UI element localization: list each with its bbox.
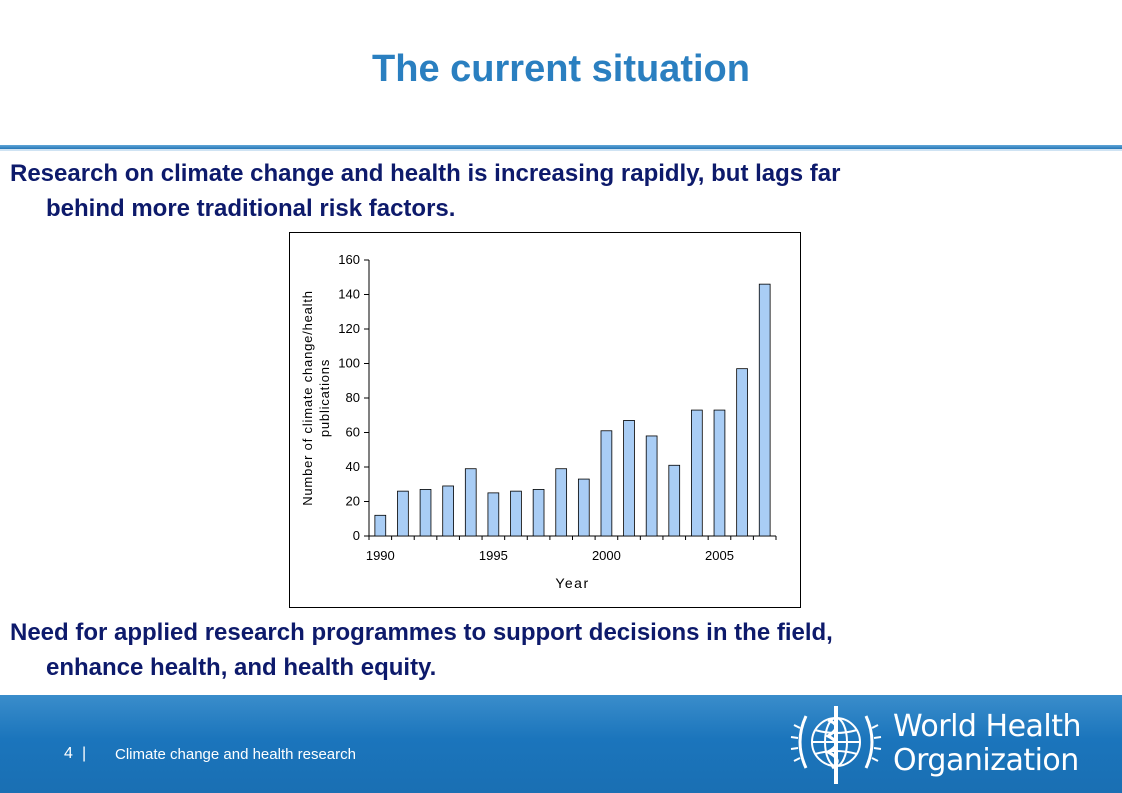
page-separator: | xyxy=(82,745,87,762)
page-number: 4 xyxy=(64,745,73,762)
bar-1994 xyxy=(464,468,477,537)
bar-2001 xyxy=(623,420,635,537)
y-tick-label: 120 xyxy=(338,321,360,336)
bar-2006 xyxy=(736,368,748,537)
y-tick-label: 140 xyxy=(338,287,360,302)
y-axis-title: Number of climate change/health publicati… xyxy=(300,290,332,506)
x-tick-label: 2005 xyxy=(705,548,734,563)
bar-2007 xyxy=(758,283,771,537)
bullet-applied-research: Need for applied research programmes to … xyxy=(10,615,1100,685)
bar-1999 xyxy=(577,478,590,537)
bullet-2-line-1: Need for applied research programmes to … xyxy=(10,619,833,646)
slide-title: The current situation xyxy=(372,48,750,90)
bar-2002 xyxy=(645,435,658,537)
y-tick-label: 60 xyxy=(346,425,360,440)
bar-1993 xyxy=(442,485,454,537)
publications-chart: 0 20 40 60 80 100 120 140 160 1990 1995 2000 2005 Yea… xyxy=(289,232,801,608)
bar-1998 xyxy=(555,468,568,537)
x-tick-label: 1990 xyxy=(366,548,395,563)
title-divider xyxy=(0,145,1122,149)
x-tick-label: 1995 xyxy=(479,548,508,563)
y-tick-label: 160 xyxy=(338,252,360,267)
x-axis-title: Year xyxy=(555,575,589,591)
bullet-research-increasing: Research on climate change and health is… xyxy=(10,156,1100,226)
title-divider-shadow xyxy=(0,149,1122,151)
who-name-line-2: Organization xyxy=(893,743,1079,778)
bar-1996 xyxy=(510,490,522,537)
footer-bar xyxy=(0,695,1122,793)
who-wordmark: World Health Organization xyxy=(893,709,1082,778)
bar-2005 xyxy=(713,409,726,537)
bullet-2-line-2: enhance health, and health equity. xyxy=(46,654,437,681)
bar-2003 xyxy=(668,464,681,537)
footer-presentation-title: Climate change and health research xyxy=(115,746,356,763)
y-tick-label: 0 xyxy=(353,528,360,543)
bar-1991 xyxy=(397,490,409,537)
y-tick-label: 20 xyxy=(346,494,360,509)
publications-bar-chart: 0 20 40 60 80 100 120 140 160 1990 1995 2000 2005 Yea… xyxy=(300,252,777,591)
bar-1990 xyxy=(374,514,387,537)
y-axis-title-line: publications xyxy=(317,359,332,437)
bar-2004 xyxy=(691,409,703,537)
bar-2000 xyxy=(600,430,613,537)
y-tick-label: 100 xyxy=(338,356,360,371)
x-tick-label: 2000 xyxy=(592,548,621,563)
who-emblem-icon xyxy=(790,706,882,784)
bar-1992 xyxy=(419,489,432,537)
bullet-1-line-1: Research on climate change and health is… xyxy=(10,160,841,187)
bar-1995 xyxy=(487,492,500,537)
bullet-1-line-2: behind more traditional risk factors. xyxy=(46,195,456,222)
y-tick-label: 80 xyxy=(346,390,360,405)
who-name-line-1: World Health xyxy=(893,709,1082,744)
y-axis-title-line: Number of climate change/health xyxy=(300,290,315,506)
y-tick-label: 40 xyxy=(346,459,360,474)
bar-1997 xyxy=(532,489,545,537)
